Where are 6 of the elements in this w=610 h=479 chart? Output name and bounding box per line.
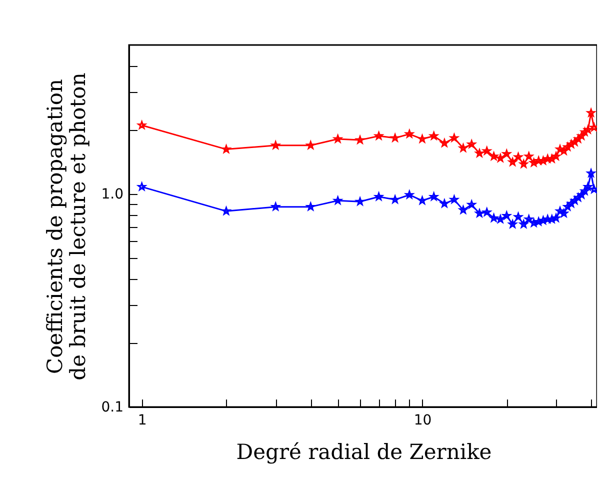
- y-axis-title: Coefficients de propagation de bruit de lecture et photon: [43, 72, 90, 380]
- x-axis-title: Degré radial de Zernike: [235, 440, 493, 464]
- x-tick-label: 10: [414, 412, 432, 428]
- y-tick-label: 1.0: [101, 186, 124, 202]
- x-tick-label: 1: [138, 412, 147, 428]
- y-tick-label: 0.1: [101, 400, 124, 416]
